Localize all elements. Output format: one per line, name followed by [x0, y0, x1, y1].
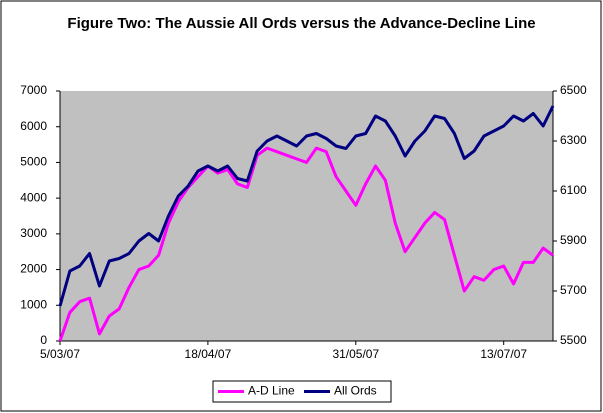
y2-tick-label: 6100 — [560, 183, 587, 197]
y2-tick-label: 5500 — [560, 333, 587, 347]
y-tick-label: 2000 — [20, 262, 47, 276]
x-tick-label: 18/04/07 — [185, 347, 232, 361]
y2-tick-label: 6300 — [560, 133, 587, 147]
legend-label: All Ords — [334, 384, 377, 398]
chart-title: Figure Two: The Aussie All Ords versus t… — [67, 15, 536, 32]
y-tick-label: 3000 — [20, 226, 47, 240]
y-tick-label: 4000 — [20, 190, 47, 204]
series-line — [58, 146, 554, 342]
series-line — [58, 105, 555, 307]
y-tick-label: 0 — [40, 333, 47, 347]
y2-tick-label: 5900 — [560, 233, 587, 247]
y-tick-label: 6000 — [20, 119, 47, 133]
y-tick-label: 5000 — [20, 155, 47, 169]
legend-label: A-D Line — [248, 384, 295, 398]
y2-tick-label: 5700 — [560, 283, 587, 297]
x-tick-label: 13/07/07 — [480, 347, 527, 361]
y-tick-label: 7000 — [20, 83, 47, 97]
y-tick-label: 1000 — [20, 297, 47, 311]
y2-tick-label: 6500 — [560, 83, 587, 97]
plot-area — [60, 91, 553, 341]
legend — [212, 380, 392, 403]
x-tick-label: 5/03/07 — [40, 347, 80, 361]
x-tick-label: 31/05/07 — [332, 347, 379, 361]
